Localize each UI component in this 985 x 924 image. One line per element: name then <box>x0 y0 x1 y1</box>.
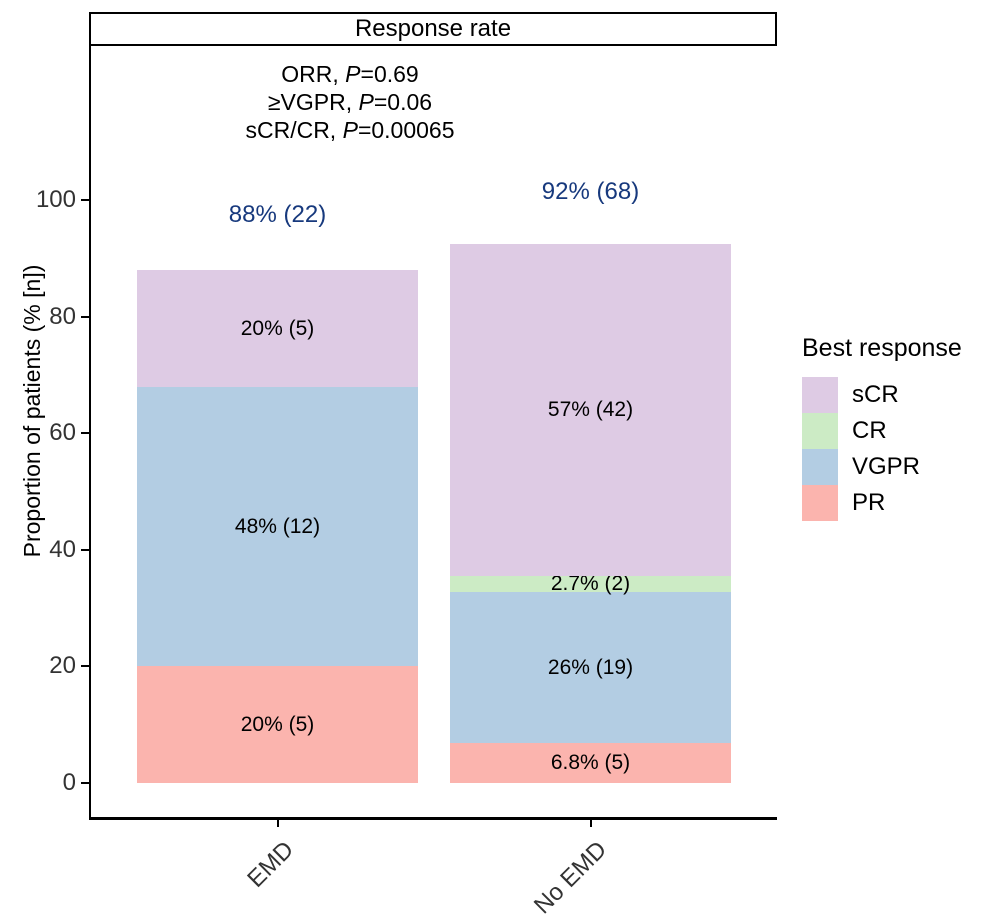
x-tick-mark <box>276 818 279 827</box>
legend-item-pr: PR <box>802 485 982 521</box>
bar-segment-vgpr-no-emd <box>450 592 731 743</box>
y-tick-label: 100 <box>35 186 76 213</box>
segment-label: 20% (5) <box>240 712 315 736</box>
legend-title: Best response <box>802 334 962 362</box>
annotation-text: sCR/CR, <box>245 117 343 143</box>
y-tick-label: 0 <box>62 769 76 796</box>
x-axis-line <box>89 817 777 820</box>
annotation-text: =0.00065 <box>357 117 455 143</box>
annotation-vgpr: ≥VGPR, P=0.06 <box>50 88 650 116</box>
y-tick-mark <box>81 199 89 201</box>
y-tick-mark <box>81 548 89 551</box>
annotation-text: =0.06 <box>373 89 433 115</box>
y-tick-mark <box>81 665 89 668</box>
bar-segment-scr-no-emd <box>450 244 731 576</box>
legend-label: PR <box>852 489 886 516</box>
legend-item-cr: CR <box>802 413 982 449</box>
legend-label: VGPR <box>852 453 921 480</box>
y-axis-line <box>89 45 91 819</box>
annotation-p-italic: P <box>358 89 374 115</box>
bar-segment-pr-no-emd <box>450 743 731 783</box>
segment-label: 2.7% (2) <box>550 572 631 595</box>
legend-swatch-scr <box>802 377 838 413</box>
annotation-text: ORR, <box>281 61 346 87</box>
y-tick-mark <box>81 432 89 435</box>
segment-label: 26% (19) <box>547 655 634 679</box>
x-tick-label-emd: EMD <box>241 836 299 893</box>
annotation-text: =0.69 <box>360 61 419 87</box>
annotation-p-italic: P <box>345 61 361 87</box>
total-label: 92% (68) <box>541 177 640 205</box>
facet-strip: Response rate <box>89 12 777 46</box>
bar-segment-scr-emd <box>137 270 418 387</box>
bar-segment-cr-no-emd <box>450 576 731 592</box>
legend-swatch-cr <box>802 413 838 449</box>
x-tick-mark <box>589 818 592 827</box>
legend-label: sCR <box>852 381 899 408</box>
y-tick-label: 40 <box>49 535 76 563</box>
annotation-p-italic: P <box>342 117 358 143</box>
segment-label: 57% (42) <box>547 398 634 421</box>
y-tick-mark <box>81 315 89 318</box>
legend-swatch-vgpr <box>802 449 838 485</box>
legend-label: CR <box>852 417 887 444</box>
annotation-orr: ORR, P=0.69 <box>50 60 650 88</box>
legend-items: sCR CR VGPR PR <box>802 377 982 521</box>
segment-label: 6.8% (5) <box>550 751 631 774</box>
segment-label: 20% (5) <box>240 316 315 340</box>
segment-label: 48% (12) <box>234 514 321 538</box>
legend-swatch-pr <box>802 485 838 521</box>
x-tick-label-no-emd: No EMD <box>528 836 612 920</box>
y-tick-label: 80 <box>49 302 76 330</box>
facet-strip-title: Response rate <box>354 15 512 42</box>
stat-annotations: ORR, P=0.69 ≥VGPR, P=0.06 sCR/CR, P=0.00… <box>50 60 650 144</box>
y-tick-mark <box>81 782 89 784</box>
total-label: 88% (22) <box>228 200 327 228</box>
legend: Best response sCR CR VGPR PR <box>802 334 982 521</box>
y-tick-label: 60 <box>49 419 76 447</box>
legend-item-vgpr: VGPR <box>802 449 982 485</box>
legend-item-scr: sCR <box>802 377 982 413</box>
annotation-scr-cr: sCR/CR, P=0.00065 <box>50 116 650 144</box>
bar-segment-pr-emd <box>137 666 418 783</box>
annotation-text: ≥VGPR, <box>267 89 359 115</box>
y-tick-label: 20 <box>49 652 76 680</box>
bar-segment-vgpr-emd <box>137 387 418 666</box>
